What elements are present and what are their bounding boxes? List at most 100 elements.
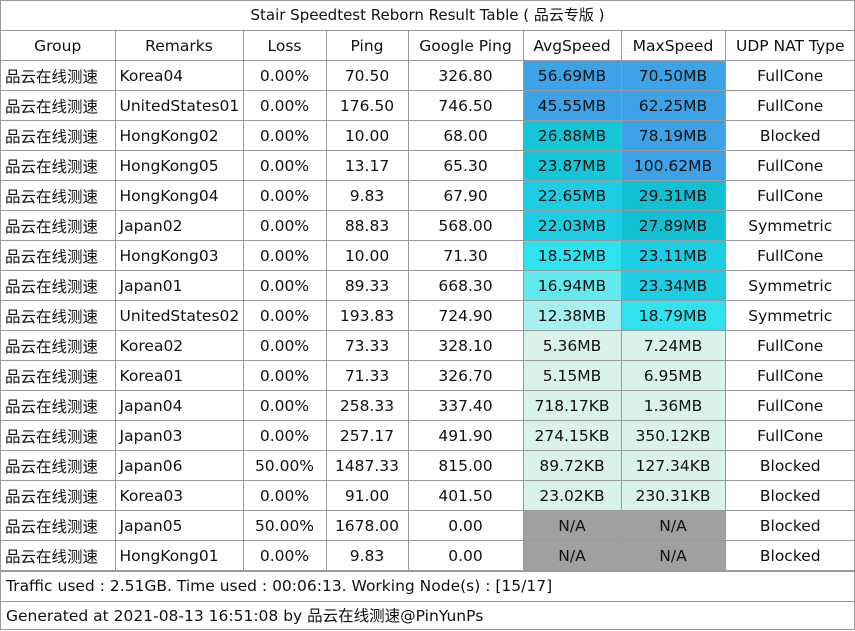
cell-loss: 0.00%: [242, 240, 327, 271]
cell-loss: 0.00%: [242, 180, 327, 211]
cell-udp-nat-type: FullCone: [724, 60, 855, 91]
cell-avg-speed: 274.15KB: [522, 420, 622, 451]
cell-avg-speed: 5.36MB: [522, 330, 622, 361]
cell-udp-nat-type: Blocked: [724, 120, 855, 151]
cell-ping: 257.17: [325, 420, 409, 451]
header-group: Group: [1, 31, 116, 61]
cell-ping: 1487.33: [325, 450, 409, 481]
cell-group: 品云在线测速: [1, 540, 116, 571]
cell-udp-nat-type: FullCone: [724, 360, 855, 391]
cell-ping: 13.17: [325, 150, 409, 181]
cell-loss: 0.00%: [242, 150, 327, 181]
cell-avg-speed: 718.17KB: [522, 390, 622, 421]
cell-avg-speed: 26.88MB: [522, 120, 622, 151]
cell-max-speed: N/A: [620, 540, 726, 571]
cell-group: 品云在线测速: [1, 90, 116, 121]
cell-group: 品云在线测速: [1, 390, 116, 421]
table-row: 品云在线测速 Korea03 0.00% 91.00 401.50 23.02KB 230.…: [1, 480, 855, 511]
header-google-ping: Google Ping: [407, 31, 524, 61]
cell-ping: 71.33: [325, 360, 409, 391]
cell-avg-speed: N/A: [522, 540, 622, 571]
cell-avg-speed: 45.55MB: [522, 90, 622, 121]
cell-group: 品云在线测速: [1, 180, 116, 211]
cell-ping: 193.83: [325, 300, 409, 331]
table-row: 品云在线测速 HongKong05 0.00% 13.17 65.30 23.87MB 10…: [1, 150, 855, 181]
cell-loss: 0.00%: [242, 330, 327, 361]
cell-group: 品云在线测速: [1, 150, 116, 181]
cell-google-ping: 65.30: [407, 150, 524, 181]
cell-loss: 0.00%: [242, 420, 327, 451]
table-row: 品云在线测速 Japan04 0.00% 258.33 337.40 718.17KB 1.…: [1, 390, 855, 421]
cell-ping: 9.83: [325, 180, 409, 211]
cell-ping: 1678.00: [325, 510, 409, 541]
table-row: 品云在线测速 HongKong03 0.00% 10.00 71.30 18.52MB 23…: [1, 240, 855, 271]
cell-remarks: Japan03: [114, 420, 244, 451]
cell-google-ping: 0.00: [407, 540, 524, 571]
cell-ping: 9.83: [325, 540, 409, 571]
cell-udp-nat-type: Blocked: [724, 510, 855, 541]
cell-max-speed: 7.24MB: [620, 330, 726, 361]
cell-loss: 0.00%: [242, 360, 327, 391]
cell-google-ping: 724.90: [407, 300, 524, 331]
cell-remarks: Korea01: [114, 360, 244, 391]
cell-max-speed: 6.95MB: [620, 360, 726, 391]
cell-avg-speed: 23.02KB: [522, 480, 622, 511]
cell-remarks: HongKong01: [114, 540, 244, 571]
table-row: 品云在线测速 UnitedStates02 0.00% 193.83 724.90 12.…: [1, 300, 855, 331]
cell-loss: 0.00%: [242, 60, 327, 91]
cell-max-speed: 23.11MB: [620, 240, 726, 271]
cell-avg-speed: 16.94MB: [522, 270, 622, 301]
table-row: 品云在线测速 HongKong01 0.00% 9.83 0.00 N/A N/A Block…: [1, 540, 855, 571]
header-max-speed: MaxSpeed: [620, 31, 726, 61]
cell-max-speed: N/A: [620, 510, 726, 541]
cell-remarks: Japan06: [114, 450, 244, 481]
cell-group: 品云在线测速: [1, 120, 116, 151]
cell-remarks: HongKong05: [114, 150, 244, 181]
cell-avg-speed: 89.72KB: [522, 450, 622, 481]
cell-max-speed: 62.25MB: [620, 90, 726, 121]
cell-ping: 10.00: [325, 120, 409, 151]
cell-max-speed: 70.50MB: [620, 60, 726, 91]
cell-remarks: HongKong04: [114, 180, 244, 211]
results-table-body: Group Remarks Loss Ping Google Ping AvgS…: [1, 31, 855, 571]
cell-avg-speed: 12.38MB: [522, 300, 622, 331]
cell-google-ping: 668.30: [407, 270, 524, 301]
table-row: 品云在线测速 HongKong02 0.00% 10.00 68.00 26.88MB 78…: [1, 120, 855, 151]
cell-remarks: UnitedStates01: [114, 90, 244, 121]
cell-remarks: Japan04: [114, 390, 244, 421]
cell-udp-nat-type: FullCone: [724, 390, 855, 421]
cell-google-ping: 568.00: [407, 210, 524, 241]
header-avg-speed: AvgSpeed: [522, 31, 622, 61]
table-row: 品云在线测速 Korea01 0.00% 71.33 326.70 5.15MB 6.95M…: [1, 360, 855, 391]
cell-google-ping: 401.50: [407, 480, 524, 511]
cell-group: 品云在线测速: [1, 210, 116, 241]
cell-remarks: Korea03: [114, 480, 244, 511]
header-loss: Loss: [242, 31, 327, 61]
cell-avg-speed: 22.03MB: [522, 210, 622, 241]
cell-max-speed: 230.31KB: [620, 480, 726, 511]
cell-avg-speed: 18.52MB: [522, 240, 622, 271]
cell-udp-nat-type: Blocked: [724, 480, 855, 511]
cell-group: 品云在线测速: [1, 360, 116, 391]
cell-max-speed: 27.89MB: [620, 210, 726, 241]
cell-google-ping: 67.90: [407, 180, 524, 211]
cell-remarks: Korea02: [114, 330, 244, 361]
cell-avg-speed: 23.87MB: [522, 150, 622, 181]
cell-udp-nat-type: Symmetric: [724, 270, 855, 301]
cell-udp-nat-type: Blocked: [724, 450, 855, 481]
cell-loss: 50.00%: [242, 510, 327, 541]
cell-udp-nat-type: FullCone: [724, 90, 855, 121]
cell-ping: 176.50: [325, 90, 409, 121]
cell-group: 品云在线测速: [1, 330, 116, 361]
cell-udp-nat-type: Symmetric: [724, 210, 855, 241]
table-row: 品云在线测速 Korea02 0.00% 73.33 328.10 5.36MB 7.24M…: [1, 330, 855, 361]
cell-remarks: HongKong03: [114, 240, 244, 271]
cell-ping: 89.33: [325, 270, 409, 301]
cell-loss: 0.00%: [242, 270, 327, 301]
cell-remarks: Korea04: [114, 60, 244, 91]
header-remarks: Remarks: [114, 31, 244, 61]
cell-remarks: HongKong02: [114, 120, 244, 151]
table-row: 品云在线测速 HongKong04 0.00% 9.83 67.90 22.65MB 29.…: [1, 180, 855, 211]
cell-remarks: UnitedStates02: [114, 300, 244, 331]
cell-remarks: Japan02: [114, 210, 244, 241]
